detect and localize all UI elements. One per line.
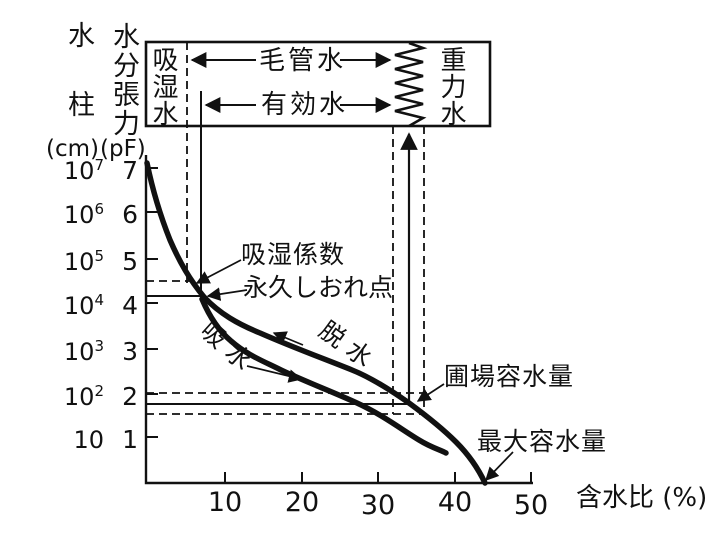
dehydration-direction-arrow xyxy=(272,331,304,346)
absorption-direction-arrow xyxy=(246,365,303,383)
cm-exp: 5 xyxy=(94,247,104,265)
pf-value: 2 xyxy=(122,382,138,411)
cm-exp: 7 xyxy=(94,156,104,174)
x-tick-10: 10 xyxy=(207,487,243,518)
hygroscopic-coefficient-arrow xyxy=(195,259,242,284)
hygroscopic-coefficient-label: 吸湿係数 xyxy=(241,240,346,269)
cm-value: 10 xyxy=(63,292,95,320)
pf-value: 7 xyxy=(122,156,138,185)
x-tick-50: 50 xyxy=(513,490,549,521)
max-water-capacity-label: 最大容水量 xyxy=(477,427,608,456)
pf-value: 5 xyxy=(122,247,138,276)
field-capacity-arrow xyxy=(416,383,445,402)
cm-exp: 2 xyxy=(94,382,104,400)
pf-value: 6 xyxy=(122,200,138,229)
capillary-water-label: 毛管水 xyxy=(259,46,347,76)
water-column-label-char2: 柱 xyxy=(68,90,95,121)
unit-cm: (cm) xyxy=(46,136,99,162)
retention-curve-upper xyxy=(144,160,207,300)
x-axis-ticks xyxy=(224,472,532,483)
cm-value: 10 xyxy=(63,157,95,185)
permanent-wilting-point-label: 永久しおれ点 xyxy=(243,273,394,302)
gravity-water-label: 重力水 xyxy=(436,46,466,127)
effective-water-label: 有効水 xyxy=(261,90,349,120)
axes xyxy=(144,155,533,485)
field-capacity-label: 圃場容水量 xyxy=(444,362,575,391)
hygroscopic-water-label: 吸湿水 xyxy=(148,46,178,127)
water-zones-box xyxy=(144,40,492,128)
max-capacity-arrow xyxy=(485,451,514,481)
water-column-label-char1: 水 xyxy=(68,21,95,52)
wilting-point-arrow xyxy=(206,287,248,301)
cm-exp: 3 xyxy=(94,337,104,355)
cm-exp: 6 xyxy=(94,200,104,218)
zigzag-boundary xyxy=(394,41,428,128)
x-tick-20: 20 xyxy=(284,487,320,518)
absorption-curve xyxy=(199,296,449,456)
x-tick-40: 40 xyxy=(437,487,473,518)
cm-value: 10 xyxy=(73,426,104,454)
dehydration-curve xyxy=(201,294,488,486)
pf-value: 3 xyxy=(122,337,138,366)
x-axis-label: 含水比 (%) xyxy=(576,483,708,513)
pf-value: 1 xyxy=(122,425,138,454)
cm-value: 10 xyxy=(63,338,95,366)
cm-value: 10 xyxy=(63,383,95,411)
water-tension-label: 水分張力 xyxy=(108,22,139,138)
cm-value: 10 xyxy=(63,201,95,229)
annotation-arrows xyxy=(195,259,514,481)
pf-value: 4 xyxy=(122,291,138,320)
cm-exp: 4 xyxy=(94,291,104,309)
cm-value: 10 xyxy=(63,248,95,276)
unit-pf: (pF) xyxy=(100,136,146,162)
x-tick-30: 30 xyxy=(360,490,396,521)
